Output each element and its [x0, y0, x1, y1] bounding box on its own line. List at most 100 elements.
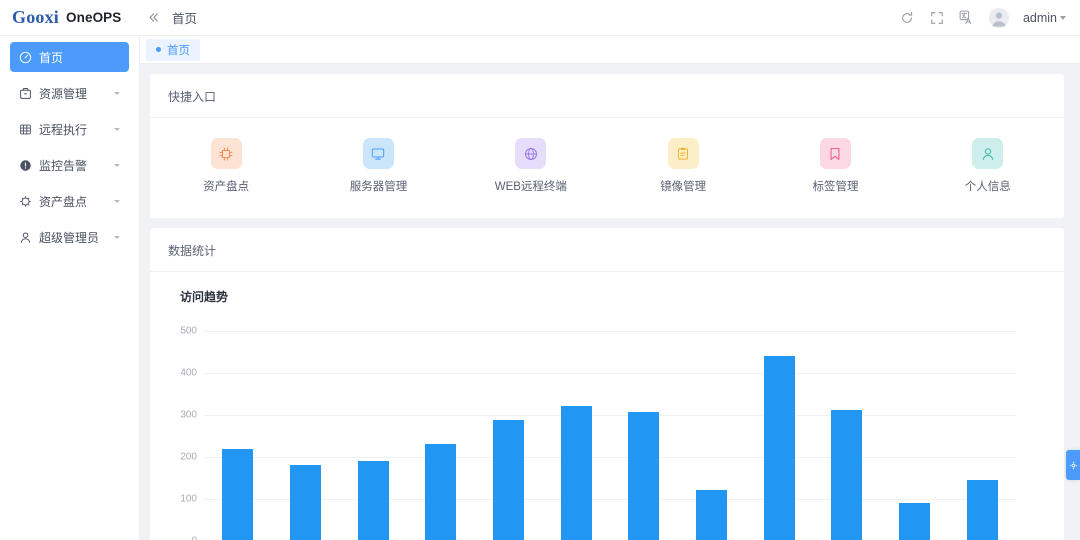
- tab-label: 首页: [167, 44, 190, 57]
- chart-y-tick-label: 500: [180, 325, 197, 337]
- chevron-down-icon: [114, 199, 120, 203]
- chevron-down-icon: [114, 91, 120, 95]
- sidebar-label: 首页: [39, 50, 64, 65]
- user-avatar[interactable]: [988, 7, 1009, 28]
- chevron-down-icon: [114, 163, 120, 167]
- sidebar-item-home[interactable]: 首页: [10, 42, 129, 72]
- app-body: 首页 资源管理 远程执行: [0, 36, 1080, 540]
- chart-bar-column[interactable]: 9月: [745, 331, 813, 540]
- sidebar-label: 远程执行: [39, 122, 88, 137]
- sidebar-label: 资源管理: [39, 86, 88, 101]
- user-menu-button[interactable]: admin: [1023, 11, 1066, 25]
- visit-trend-chart[interactable]: 0 100 200 300 400 500 1月2月3月4月5月6月7月8月9月10月11…: [172, 323, 1042, 540]
- main-content: 首页 快捷入口: [140, 36, 1080, 540]
- app-logo[interactable]: Gooxi OneOPS: [0, 0, 140, 36]
- logo-text-secondary: OneOPS: [66, 10, 122, 25]
- quick-entry-title: 快捷入口: [150, 74, 1064, 118]
- person-icon: [972, 138, 1004, 169]
- chart-bar: [560, 405, 592, 540]
- chart-bar-column[interactable]: 7月: [610, 331, 678, 540]
- chevron-down-icon: [114, 235, 120, 239]
- username-label: admin: [1022, 10, 1057, 25]
- sidebar-nav: 首页 资源管理 远程执行: [0, 36, 140, 540]
- quick-entry-list: 资产盘点 服务器管理: [150, 118, 1064, 218]
- chart-bar-column[interactable]: 8月: [678, 331, 746, 540]
- sidebar-label: 超级管理员: [39, 230, 100, 245]
- chart-bar: [831, 409, 863, 540]
- sidebar-collapse-button[interactable]: [140, 0, 166, 36]
- chart-y-tick-label: 200: [180, 451, 197, 463]
- chart-gridline: [204, 457, 1016, 458]
- gear-icon: [19, 195, 32, 208]
- sidebar-item-monitor-alert[interactable]: 监控告警: [10, 150, 129, 180]
- quick-entry-personal-info[interactable]: 个人信息: [912, 138, 1064, 194]
- chart-bar-column[interactable]: 6月: [542, 331, 610, 540]
- chart-bar-column[interactable]: 3月: [339, 331, 407, 540]
- settings-drawer-handle[interactable]: [1066, 450, 1080, 480]
- chart-gridline: [204, 415, 1016, 416]
- sidebar-label: 资产盘点: [39, 194, 88, 209]
- top-header: Gooxi OneOPS 首页: [0, 0, 1080, 36]
- clipboard-icon: [667, 138, 699, 169]
- sidebar-item-resource-management[interactable]: 资源管理: [10, 78, 129, 108]
- chart-y-tick-label: 100: [180, 493, 197, 505]
- user-icon: [19, 231, 32, 244]
- quick-entry-tag-management[interactable]: 标签管理: [759, 138, 911, 194]
- refresh-icon[interactable]: [899, 10, 915, 26]
- chart-bar: [222, 448, 254, 540]
- chip-icon: [210, 138, 242, 169]
- chart-bar-column[interactable]: 10月: [813, 331, 881, 540]
- chevron-down-icon: [114, 127, 120, 131]
- chart-plot-area: 0 100 200 300 400 500 1月2月3月4月5月6月7月8月9月10月11…: [180, 326, 1016, 540]
- quick-entry-label: 镜像管理: [660, 181, 707, 193]
- chart-bar: [493, 420, 525, 540]
- chart-bar: [357, 461, 389, 540]
- chart-bar-column[interactable]: 4月: [407, 331, 475, 540]
- quick-entry-server-management[interactable]: 服务器管理: [302, 138, 454, 194]
- tab-home[interactable]: 首页: [146, 38, 200, 61]
- chart-gridline: [204, 331, 1016, 332]
- content-scroll-area[interactable]: 快捷入口 资产盘点: [140, 64, 1080, 540]
- chart-bar-column[interactable]: 5月: [475, 331, 543, 540]
- chart-bars: 1月2月3月4月5月6月7月8月9月10月11月12月: [204, 331, 1016, 540]
- chart-y-tick-label: 300: [180, 409, 197, 421]
- chart-bar: [425, 443, 457, 540]
- quick-entry-label: 资产盘点: [203, 181, 250, 193]
- chart-bar-column[interactable]: 2月: [272, 331, 340, 540]
- quick-entry-label: 服务器管理: [349, 181, 408, 193]
- quick-entry-label: 标签管理: [812, 181, 859, 193]
- tab-active-dot: [156, 47, 161, 52]
- sidebar-item-remote-execution[interactable]: 远程执行: [10, 114, 129, 144]
- chart-bar: [899, 503, 931, 540]
- alert-circle-icon: [19, 159, 32, 172]
- chart-bar: [966, 480, 998, 540]
- breadcrumb: 首页: [172, 12, 198, 26]
- quick-entry-label: WEB远程终端: [494, 181, 567, 193]
- grid-icon: [19, 123, 32, 136]
- quick-entry-asset-inventory[interactable]: 资产盘点: [150, 138, 302, 194]
- language-translate-icon[interactable]: [959, 10, 975, 26]
- quick-entry-image-management[interactable]: 镜像管理: [607, 138, 759, 194]
- chart-bar-column[interactable]: 11月: [881, 331, 949, 540]
- chart-bar-column[interactable]: 1月: [204, 331, 272, 540]
- quick-entry-label: 个人信息: [964, 181, 1011, 193]
- header-actions: admin: [899, 0, 1080, 36]
- sidebar-item-super-admin[interactable]: 超级管理员: [10, 222, 129, 252]
- chart-y-tick-label: 400: [180, 367, 197, 379]
- sidebar-item-asset-inventory[interactable]: 资产盘点: [10, 186, 129, 216]
- chart-bar: [290, 465, 321, 540]
- chart-y-tick-label: 0: [191, 536, 197, 540]
- tab-bar: 首页: [140, 36, 1080, 64]
- chart-bar: [696, 489, 728, 540]
- chart-bar: [628, 412, 660, 540]
- fullscreen-icon[interactable]: [929, 10, 945, 26]
- sidebar-label: 监控告警: [39, 158, 88, 173]
- quick-entry-web-terminal[interactable]: WEB远程终端: [455, 138, 607, 194]
- globe-target-icon: [515, 138, 547, 169]
- quick-entry-card: 快捷入口 资产盘点: [150, 74, 1064, 218]
- chart-title: 访问趋势: [180, 290, 229, 304]
- server-box-icon: [19, 87, 32, 100]
- bookmark-icon: [819, 138, 851, 169]
- chart-bar-column[interactable]: 12月: [948, 331, 1016, 540]
